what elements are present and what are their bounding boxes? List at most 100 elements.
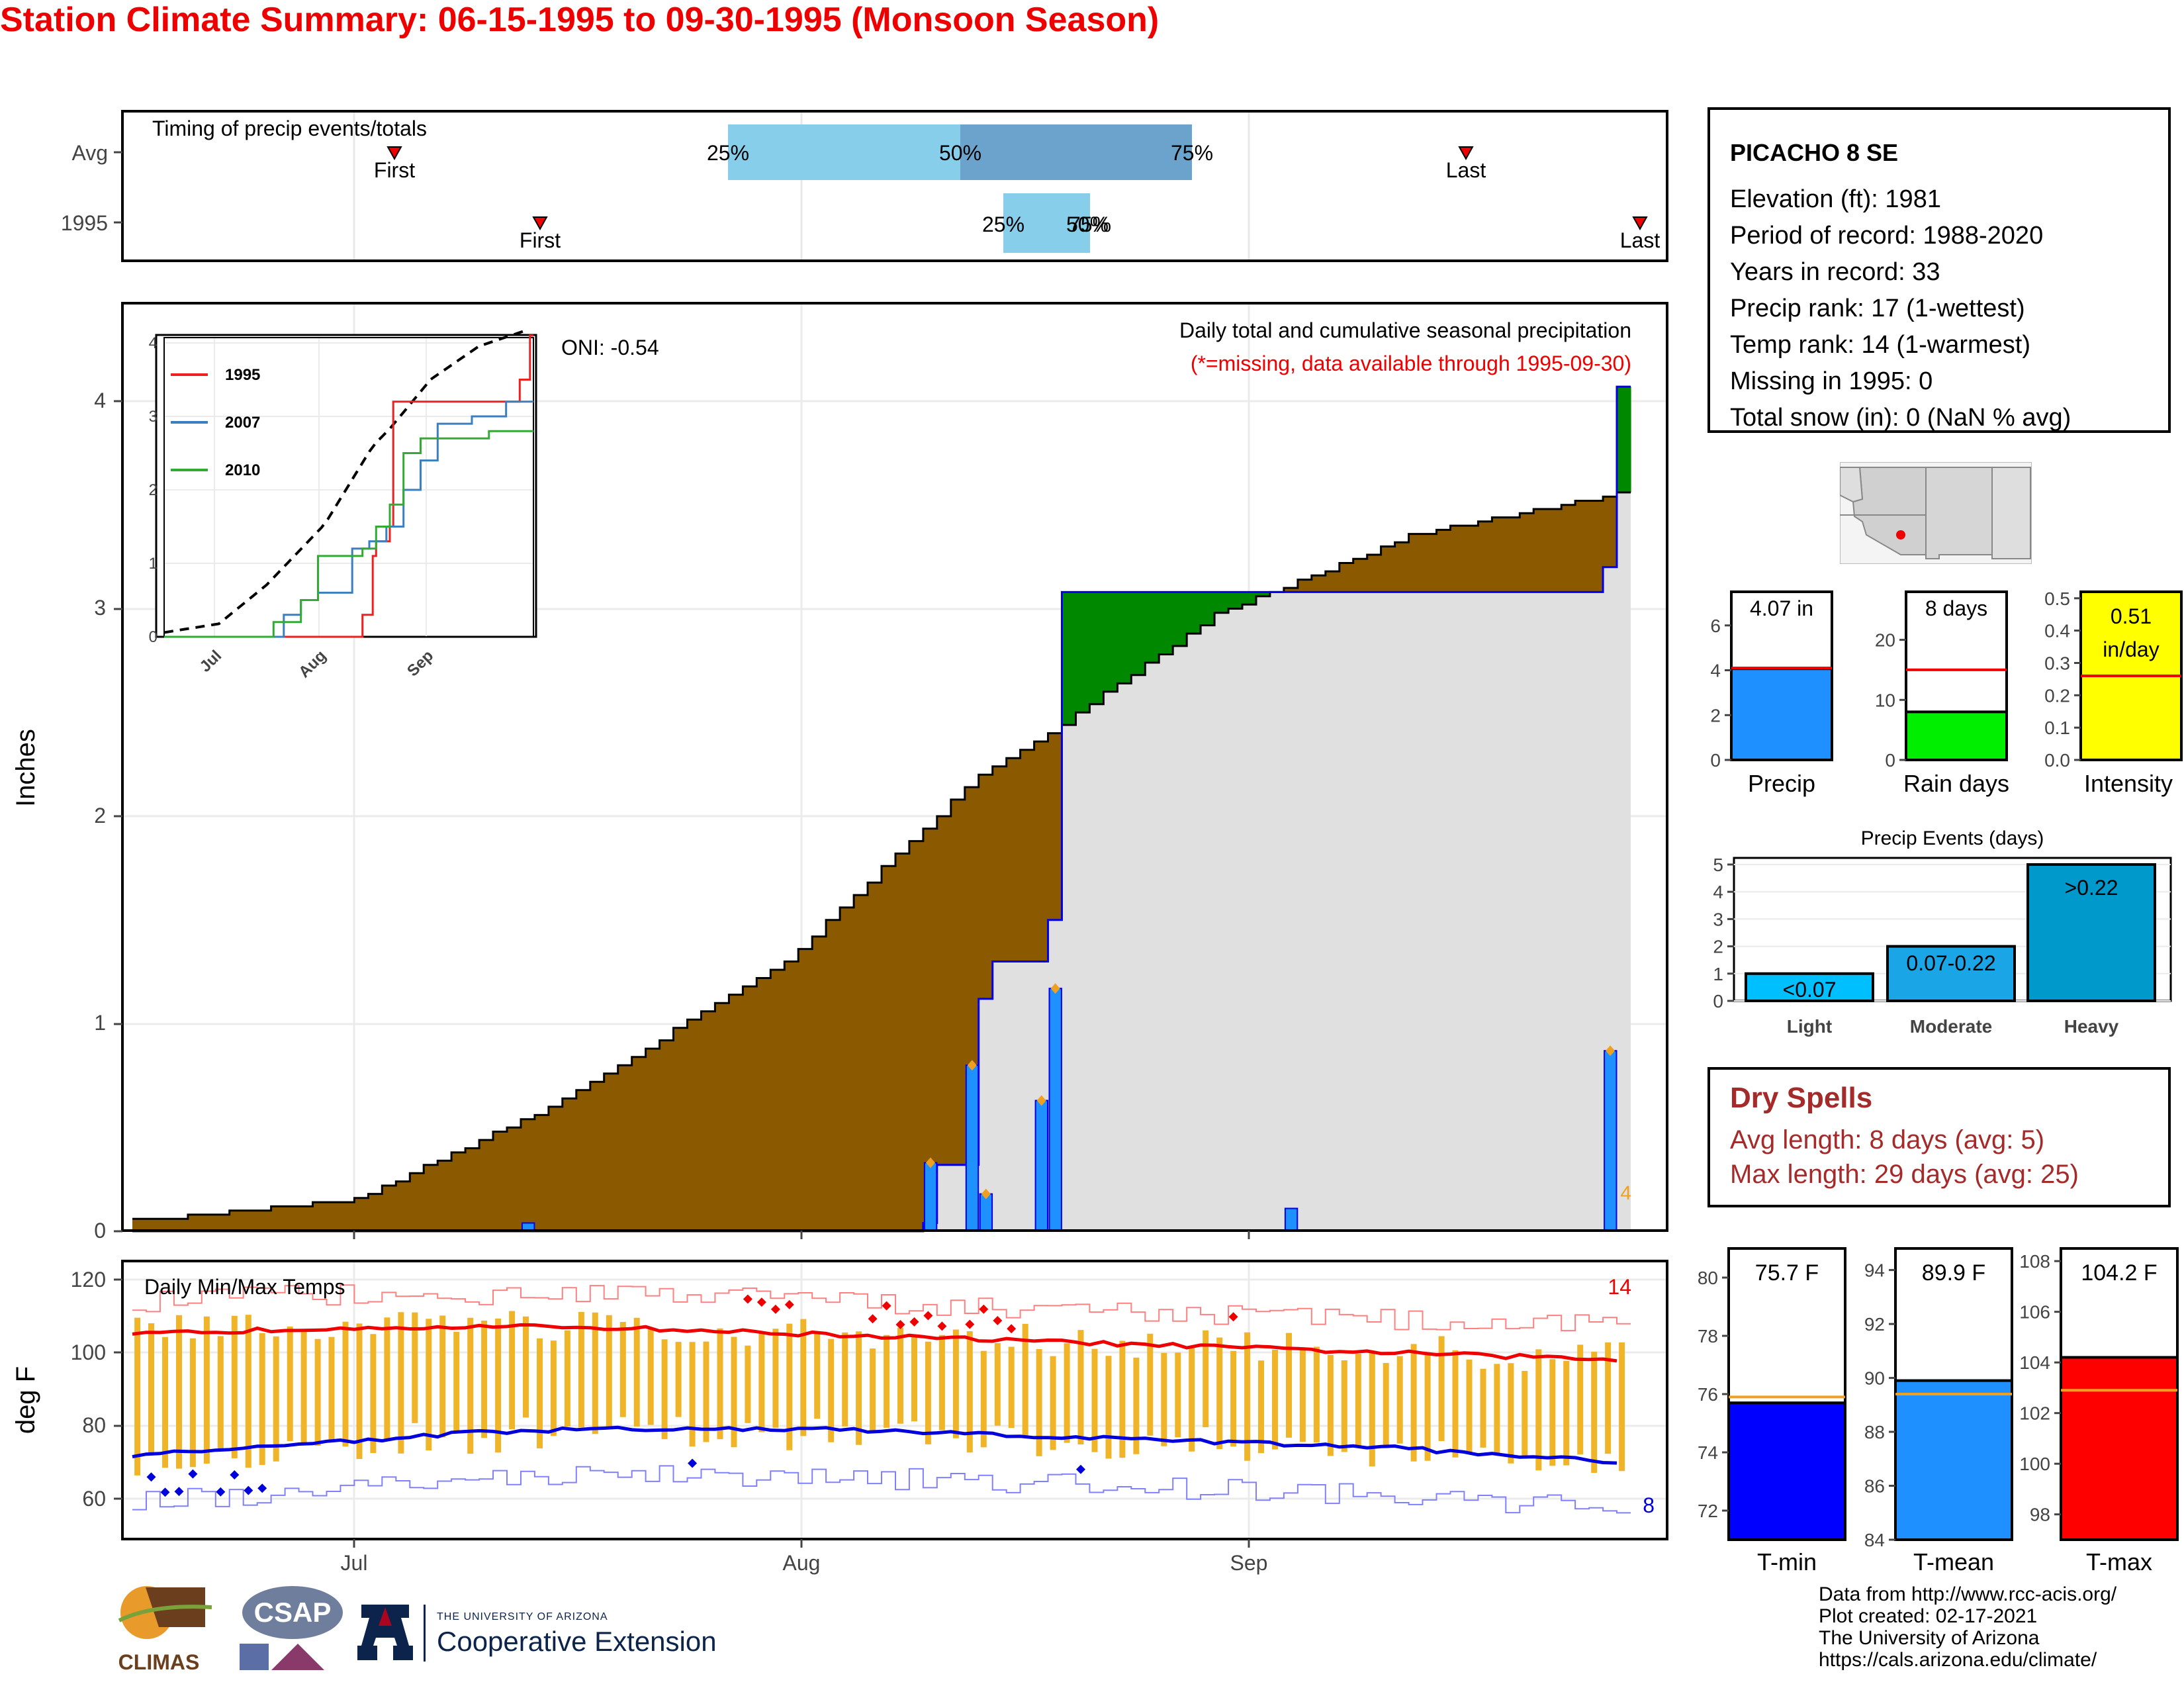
record-high-marker [937, 1321, 947, 1331]
deficit-segment [604, 1073, 619, 1231]
precip-bar-label: Precip [1748, 770, 1815, 797]
events-tick-label: 4 [1713, 882, 1723, 902]
deficit-segment [451, 1152, 466, 1231]
dry-title: Dry Spells [1730, 1082, 1873, 1114]
oni-label: ONI: -0.54 [561, 336, 659, 359]
tmean-bar-label: T-mean [1913, 1548, 1994, 1575]
avg-p50: 50% [939, 141, 981, 165]
tmax-bar-tick-label: 102 [2019, 1403, 2050, 1424]
surplus-segment [1062, 592, 1077, 725]
deficit-segment [992, 766, 1007, 962]
deficit-segment [1339, 563, 1354, 592]
temp-max-count: 14 [1608, 1275, 1631, 1299]
events-bar [1745, 972, 1874, 1003]
surplus-segment [1103, 592, 1118, 692]
1995-iqr [1003, 193, 1090, 253]
deficit-segment [340, 1202, 355, 1231]
record-high-marker [784, 1299, 794, 1309]
record-low-marker [174, 1487, 184, 1497]
deficit-segment [1034, 741, 1049, 962]
dry-avg-length: Avg length: 8 days (avg: 5) [1730, 1125, 2045, 1154]
temp-bars: 727476788084868890929498100102104106108 … [1698, 1247, 2179, 1575]
tmean-bar-tick-label: 90 [1864, 1368, 1885, 1389]
intensity-bar-tick-label: 0.2 [2044, 685, 2070, 706]
surplus-segment [1173, 592, 1187, 646]
deficit-segment [173, 1219, 189, 1231]
events-bar [2026, 863, 2156, 1002]
daily-precip-bar [923, 1162, 938, 1232]
legend-2007: 2007 [225, 414, 260, 432]
deficit-segment [936, 816, 952, 1165]
deficit-segment [882, 866, 896, 1231]
events-tick-label: 2 [1713, 937, 1723, 957]
tmax-bar-fill [2060, 1356, 2179, 1541]
tmax-bar-tick-label: 108 [2019, 1251, 2050, 1272]
deficit-segment [1325, 571, 1340, 592]
tmin-bar-tick-label: 78 [1698, 1326, 1718, 1346]
intensity-bar-tick-label: 0.4 [2044, 621, 2070, 641]
deficit-segment [1450, 526, 1465, 592]
dry-spells: Dry Spells Avg length: 8 days (avg: 5) M… [1707, 1067, 2171, 1207]
tmin-value: 75.7 F [1755, 1260, 1819, 1286]
average-min-line [132, 1425, 1617, 1465]
inset-average-line [163, 328, 527, 634]
station-missing: Missing in 1995: 0 [1730, 367, 1933, 395]
deficit-segment [1367, 555, 1382, 592]
deficit-segment [1533, 509, 1548, 592]
1995-last-marker [1632, 216, 1648, 231]
1995-first-label: First [520, 228, 561, 252]
inset-ytick-1: 1 [149, 555, 158, 573]
avg-p75: 75% [1171, 141, 1213, 165]
surplus-segment [1117, 592, 1132, 684]
precip-bar-fill [1730, 667, 1833, 762]
deficit-segment [521, 1119, 535, 1231]
deficit-segment [950, 799, 966, 1165]
legend-1995: 1995 [225, 366, 260, 384]
intensity-bar-tick-label: 0.5 [2044, 588, 2070, 609]
deficit-segment [923, 828, 938, 1223]
deficit-segment [854, 895, 868, 1231]
inset-ytick-2: 2 [149, 481, 158, 499]
record-low-marker [188, 1469, 198, 1479]
deficit-segment [631, 1056, 647, 1231]
deficit-segment [1436, 530, 1451, 592]
deficit-segment [1297, 579, 1312, 592]
tmax-bar-tick-label: 106 [2019, 1302, 2050, 1323]
precip-bar-tick-label: 2 [1710, 705, 1721, 726]
deficit-segment [382, 1186, 396, 1231]
deficit-segment [132, 1219, 147, 1231]
xtick-jul: Jul [341, 1551, 368, 1575]
deficit-segment [756, 978, 771, 1231]
temp-ytick-120: 120 [71, 1268, 106, 1291]
deficit-segment [354, 1197, 369, 1231]
page-title: Station Climate Summary: 06-15-1995 to 0… [0, 1, 1160, 39]
deficit-segment [1464, 526, 1479, 592]
record-high-marker [1007, 1324, 1017, 1334]
deficit-segment [1603, 496, 1617, 567]
raindays-bar-tick-label: 10 [1875, 690, 1895, 710]
record-low-marker [160, 1487, 170, 1497]
record-low-marker [1076, 1464, 1085, 1474]
deficit-segment [1561, 504, 1576, 592]
deficit-segment [1311, 575, 1326, 592]
temp-ylabel: deg F [11, 1366, 40, 1434]
1995-first-marker [532, 216, 548, 231]
xtick-sep: Sep [1230, 1551, 1268, 1575]
deficit-segment [1020, 749, 1035, 962]
record-high-marker [743, 1294, 752, 1304]
deficit-segment [410, 1173, 424, 1231]
record-min-line [132, 1465, 1631, 1514]
surplus-segment [1242, 592, 1257, 605]
tmax-bar-tick-label: 98 [2030, 1505, 2050, 1525]
tmean-bar-tick-label: 84 [1864, 1530, 1885, 1550]
deficit-segment [978, 774, 993, 999]
events-label-light: <0.07 [1783, 978, 1837, 1002]
record-low-marker [257, 1483, 267, 1493]
precip-ytick-4: 4 [94, 389, 106, 412]
deficit-segment [784, 961, 799, 1231]
surplus-segment [1228, 592, 1243, 609]
events-tick-label: 0 [1713, 991, 1723, 1011]
daily-precip-bar [1034, 1100, 1048, 1232]
deficit-segment [465, 1148, 480, 1231]
record-high-marker [895, 1320, 905, 1329]
